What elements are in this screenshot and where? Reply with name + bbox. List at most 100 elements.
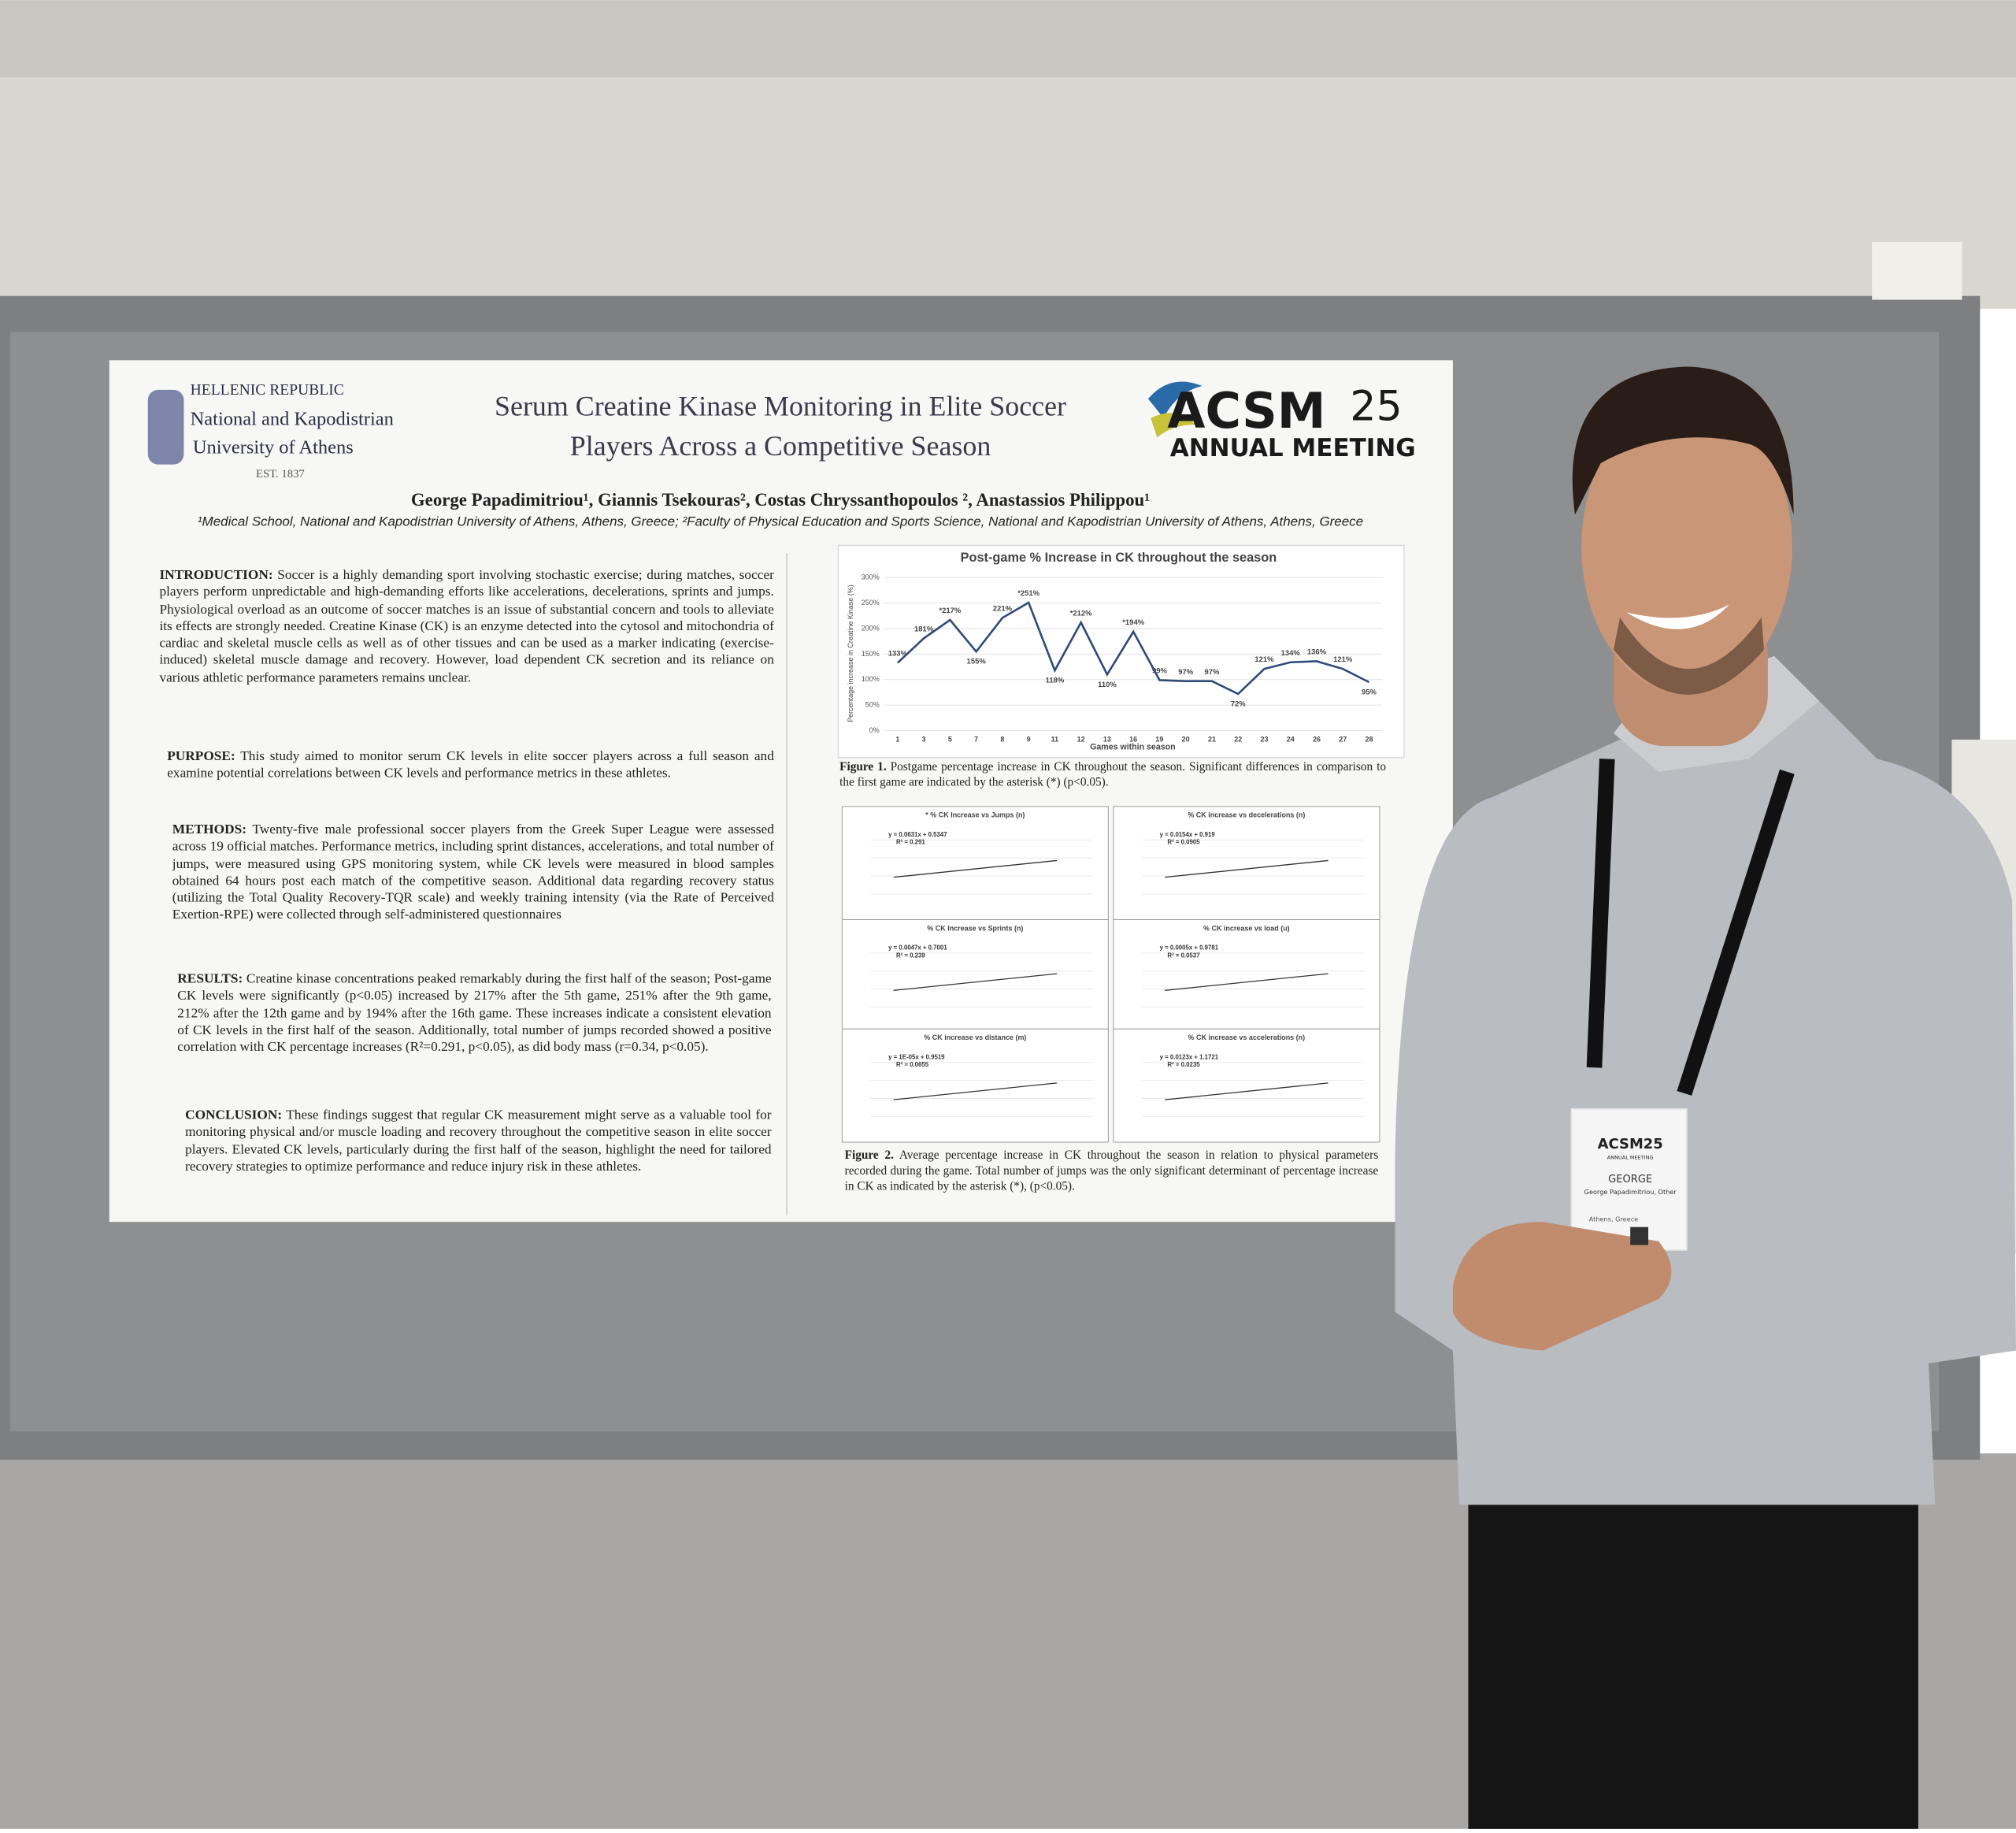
panel-r2: R² = 0.239 (896, 952, 925, 959)
panel-equation: y = 1E-05x + 0.9519 (888, 1053, 945, 1060)
x-tick-label: 13 (1103, 735, 1111, 743)
x-tick-label: 7 (974, 735, 978, 743)
x-tick-label: 3 (922, 735, 926, 743)
data-label: 181% (914, 625, 934, 633)
section-text: INTRODUCTION: Soccer is a highly demandi… (159, 567, 773, 687)
y-tick-label: 300% (862, 573, 880, 581)
beard (1613, 617, 1764, 695)
trend-line (1165, 1082, 1329, 1100)
trousers (1468, 1492, 1918, 1829)
authors: George Papadimitriou¹, Giannis Tsekouras… (411, 490, 1150, 510)
trend-line (893, 859, 1058, 878)
section-text: RESULTS: Creatine kinase concentrations … (177, 971, 771, 1057)
data-label: 118% (1046, 677, 1065, 685)
section-body: This study aimed to monitor serum CK lev… (167, 750, 774, 781)
caption-text: Figure 1. Postgame percentage increase i… (839, 760, 1386, 791)
poster-title: Serum Creatine Kinase Monitoring in Elit… (495, 391, 1066, 422)
hands (1452, 1222, 1672, 1351)
trend-line (1165, 859, 1329, 878)
badge-name: GEORGE (1608, 1174, 1652, 1186)
x-tick-label: 12 (1077, 735, 1085, 743)
y-tick-label: 0% (869, 726, 880, 734)
qr-code (1630, 1226, 1649, 1245)
section-body: Creatine kinase concentrations peaked re… (177, 972, 772, 1056)
panel-title: % CK increase vs decelerations (n) (1188, 811, 1305, 819)
x-tick-label: 20 (1182, 735, 1190, 743)
data-label: 97% (1178, 668, 1194, 677)
data-label: 136% (1307, 648, 1327, 657)
caption-label: Figure 1. (839, 761, 887, 775)
section-heading: RESULTS: (177, 972, 243, 987)
logo-text: HELLENIC REPUBLIC (191, 382, 344, 399)
panel-title: * % CK Increase vs Jumps (n) (925, 811, 1025, 819)
acsm-logo: ACSM (1167, 382, 1325, 440)
logo-text: University of Athens (193, 437, 354, 458)
chart-title: Post-game % Increase in CK throughout th… (961, 551, 1277, 565)
section-text: CONCLUSION: These findings suggest that … (185, 1108, 771, 1176)
data-label: 95% (1362, 688, 1377, 697)
badge-subtitle: ANNUAL MEETING (1607, 1155, 1654, 1161)
data-label: 121% (1333, 655, 1353, 664)
poster-title: Players Across a Competitive Season (570, 430, 991, 462)
panel-r2: R² = 0.0537 (1167, 952, 1200, 959)
lanyard (1586, 759, 1795, 1096)
x-tick-label: 27 (1339, 735, 1347, 743)
x-tick-label: 5 (948, 735, 952, 743)
x-tick-label: 26 (1313, 735, 1321, 743)
caption-text: Figure 2. Average percentage increase in… (845, 1148, 1379, 1195)
x-tick-label: 1 (895, 735, 899, 743)
panel-r2: R² = 0.0905 (1167, 839, 1200, 846)
data-label: 72% (1231, 699, 1247, 708)
x-tick-label: 28 (1365, 735, 1373, 743)
x-tick-label: 8 (1000, 735, 1004, 743)
wall-top (0, 0, 2016, 78)
data-label: 97% (1204, 668, 1220, 677)
panel-r2: R² = 0.0655 (896, 1061, 929, 1068)
section-text: METHODS: Twenty-five male professional s… (172, 822, 774, 924)
logo-text: EST. 1837 (256, 468, 305, 481)
face (1581, 399, 1792, 695)
panel-frame (1113, 806, 1380, 921)
panel-r2: R² = 0.291 (896, 839, 925, 846)
data-label: 99% (1152, 666, 1168, 675)
caption-body: Average percentage increase in CK throug… (844, 1149, 1379, 1194)
data-label: 133% (888, 649, 908, 658)
badge-full-name: George Papadimitriou, Other (1584, 1188, 1677, 1196)
panel-title: % CK Increase vs Sprints (n) (927, 924, 1023, 932)
logo-text: National and Kapodistrian (191, 409, 394, 430)
data-label: 155% (967, 658, 987, 666)
logo-emblem (147, 389, 184, 465)
panel-title: % CK increase vs accelerations (n) (1188, 1033, 1306, 1041)
panel-frame (841, 806, 1109, 921)
x-tick-label: 9 (1027, 735, 1031, 743)
panel-equation: y = 0.0631x + 0.5347 (888, 831, 947, 838)
badge-logo: ACSM25 (1598, 1136, 1663, 1152)
acsm-swoosh (1147, 381, 1203, 418)
x-tick-label: 21 (1208, 735, 1216, 743)
section-body: Soccer is a highly demanding sport invol… (159, 568, 774, 686)
acsm-year: 25 (1350, 383, 1402, 430)
section: CONCLUSION: These findings suggest that … (185, 1108, 771, 1176)
data-label: *194% (1122, 618, 1144, 627)
section: PURPOSE: This study aimed to monitor ser… (167, 748, 774, 782)
x-tick-label: 19 (1155, 735, 1163, 743)
trend-line (1165, 973, 1329, 991)
section-text: PURPOSE: This study aimed to monitor ser… (167, 748, 774, 782)
caption-label: Figure 2. (844, 1149, 894, 1163)
line (897, 601, 1370, 696)
section-body: Twenty-five male professional soccer pla… (172, 823, 774, 923)
hair (1572, 366, 1794, 515)
data-label: 110% (1098, 681, 1117, 689)
trend-line (893, 973, 1058, 991)
y-tick-label: 250% (862, 599, 880, 607)
chart: 0%50%100%150%200%250%300%1 3 5 7 8 9 11 12 13 16 1… (862, 573, 1383, 743)
section-heading: PURPOSE: (167, 750, 235, 764)
section-body: These findings suggest that regular CK m… (185, 1108, 772, 1174)
section-heading: INTRODUCTION: (159, 568, 273, 583)
acsm-swoosh (1151, 413, 1196, 438)
x-tick-label: 11 (1051, 735, 1058, 743)
section: METHODS: Twenty-five male professional s… (172, 822, 774, 924)
panel-frame (841, 1028, 1109, 1143)
data-label: 121% (1254, 655, 1274, 664)
